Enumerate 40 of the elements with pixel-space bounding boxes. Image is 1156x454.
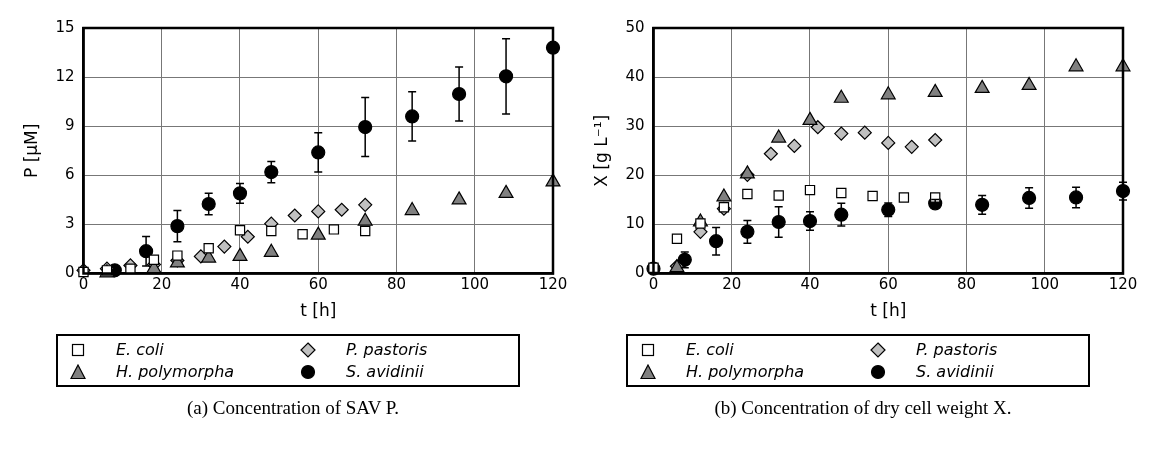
legend-label: H. polymorpha (116, 362, 235, 381)
y-tick-label: 40 (625, 67, 645, 86)
y-tick-label: 30 (625, 116, 645, 135)
y-tick-label: 0 (64, 263, 75, 282)
x-tick-label: 20 (722, 275, 742, 294)
y-tick-label: 50 (625, 17, 645, 36)
x-tick-label: 80 (956, 275, 977, 294)
y-tick-label: 9 (64, 116, 75, 135)
x-tick-label: 60 (308, 275, 328, 294)
y-tick-label: 6 (64, 165, 75, 184)
text: (b) Concentration of dry cell weight X. (713, 397, 1013, 419)
x-tick-label: 120 (538, 275, 568, 294)
y-axis-title: P [µM] (20, 123, 41, 178)
x-tick-label: 0 (78, 275, 89, 294)
x-tick-label: 40 (230, 275, 250, 294)
x-tick-label: 80 (386, 275, 407, 294)
text: (a) Concentration of SAV P. (186, 397, 400, 419)
x-tick-label: 120 (1108, 275, 1138, 294)
x-tick-label: 60 (878, 275, 898, 294)
x-tick-label: 100 (460, 275, 490, 294)
legend-label: P. pastoris (346, 340, 428, 359)
legend-label: S. avidinii (916, 362, 994, 381)
y-tick-label: 15 (55, 17, 75, 36)
y-tick-label: 0 (634, 263, 645, 282)
legend-label: H. polymorpha (686, 362, 805, 381)
legend-label: E. coli (686, 340, 734, 359)
x-tick-label: 0 (648, 275, 659, 294)
legend-label: E. coli (116, 340, 164, 359)
legend-label: S. avidinii (346, 362, 424, 381)
y-tick-label: 20 (625, 165, 645, 184)
y-tick-label: 10 (625, 214, 645, 233)
x-axis-title: t [h] (300, 300, 337, 321)
x-tick-label: 20 (152, 275, 172, 294)
legend-label: P. pastoris (916, 340, 998, 359)
y-tick-label: 3 (64, 214, 75, 233)
x-tick-label: 100 (1030, 275, 1060, 294)
x-axis-title: t [h] (870, 300, 907, 321)
y-tick-label: 12 (55, 67, 75, 86)
y-axis-title: X [g L⁻¹] (590, 114, 611, 187)
x-tick-label: 40 (800, 275, 820, 294)
